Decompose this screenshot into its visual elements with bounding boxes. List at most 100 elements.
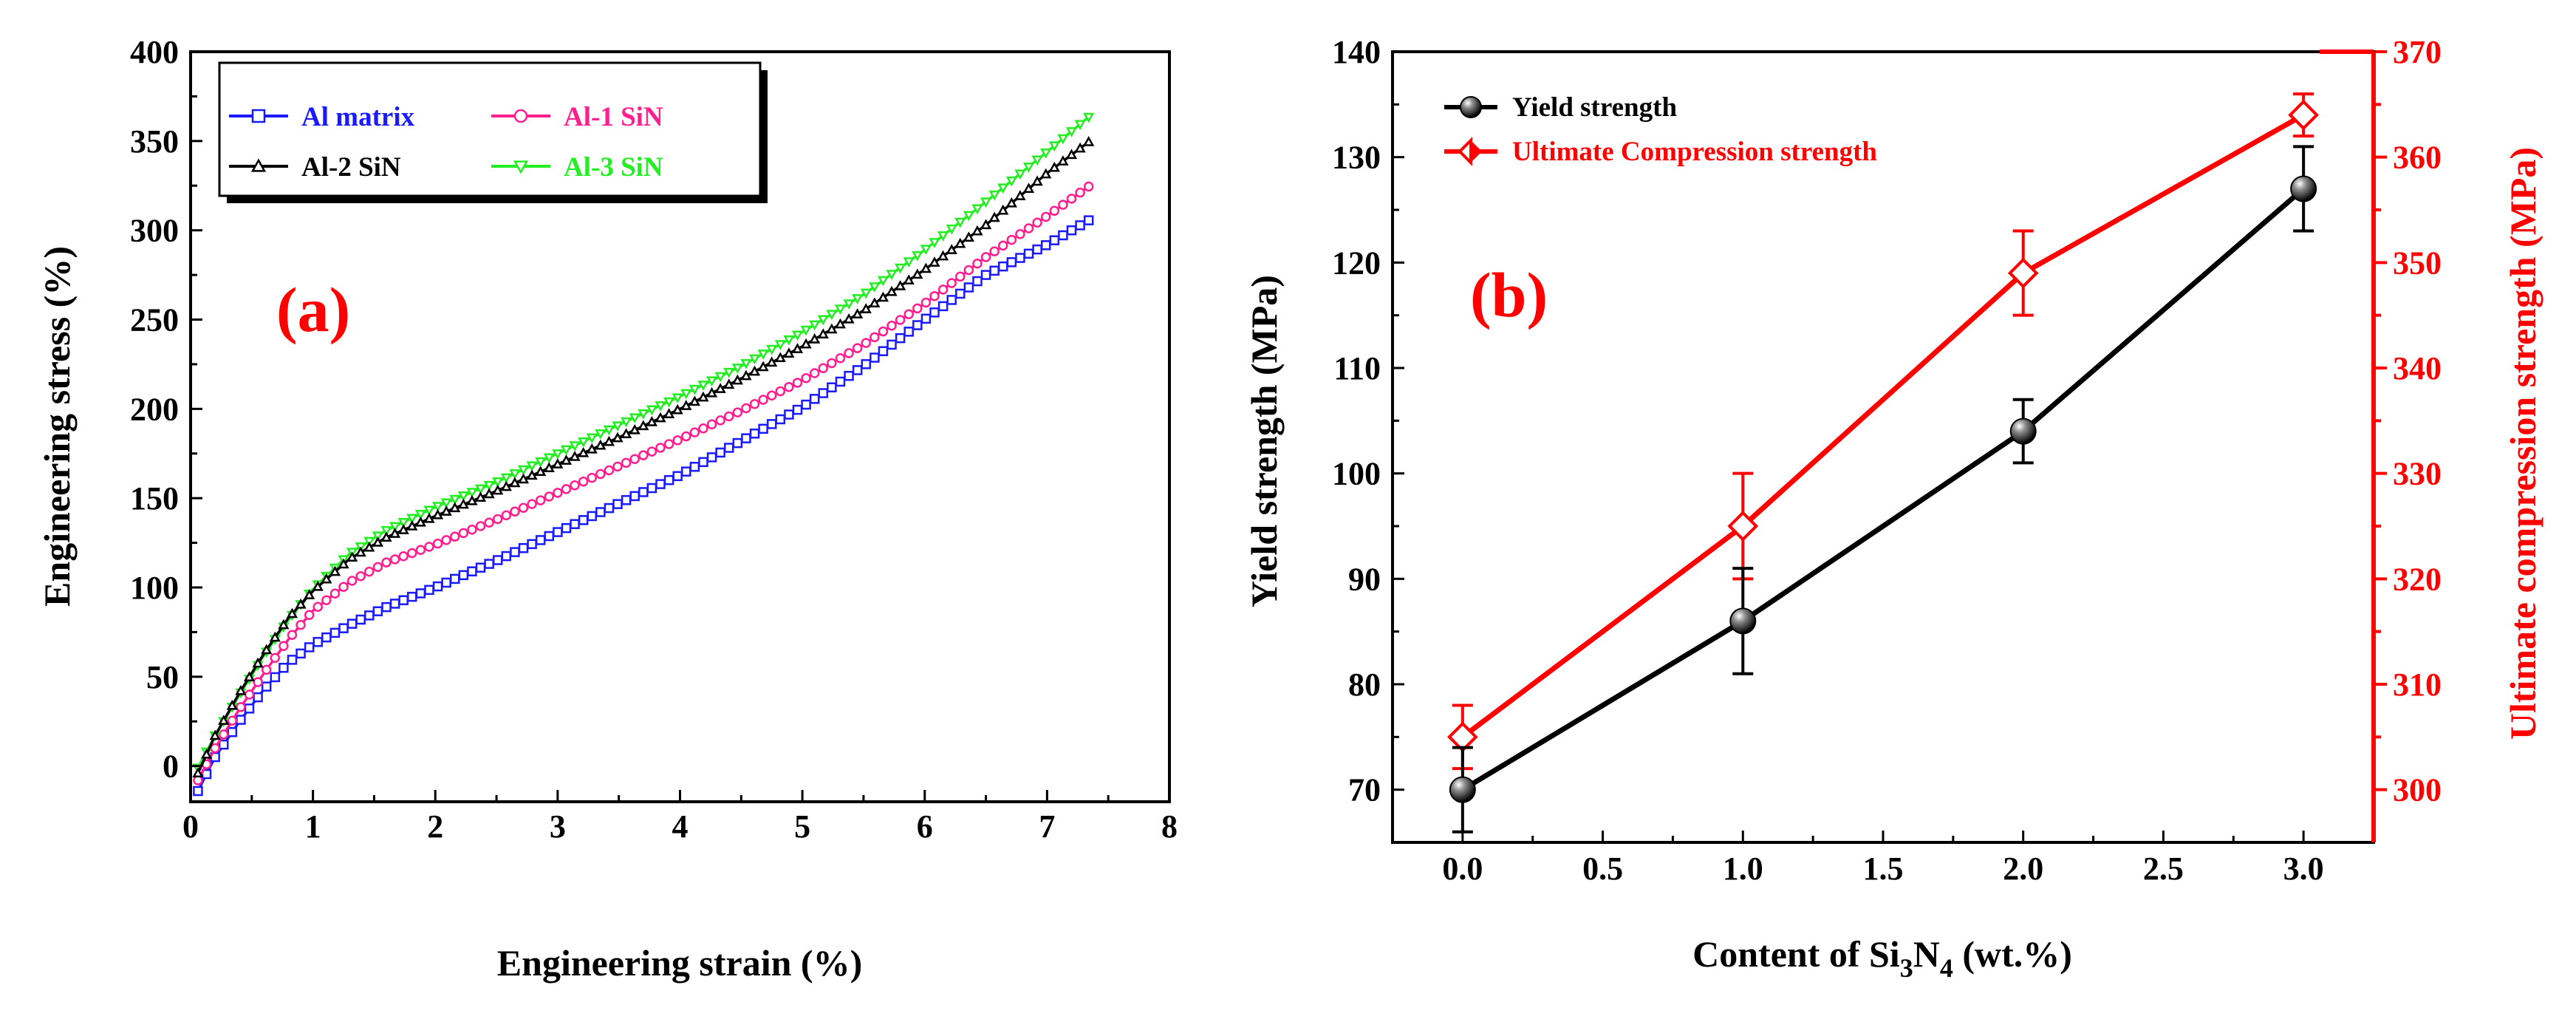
data-point-a-1 <box>980 252 991 262</box>
data-point-a-3 <box>560 445 573 456</box>
data-point-a-3 <box>578 437 590 448</box>
data-point-a-2 <box>680 400 692 410</box>
chart-a: Al matrix Al-1 SiN Al-2 SiN Al-3 SiN 0 1 2 3 4 5… <box>36 34 1178 984</box>
data-point-a-3 <box>843 299 855 310</box>
data-point-a-0 <box>775 414 786 425</box>
data-point-a-1 <box>861 338 871 348</box>
data-point-a-3 <box>389 522 401 533</box>
data-point-a-2 <box>423 512 435 523</box>
data-point-a-1 <box>1066 194 1077 204</box>
data-point-a-1 <box>818 363 829 373</box>
y2-axis-title-b: Ultimate compression strength (MPa) <box>2502 147 2543 740</box>
data-point-a-2 <box>492 484 504 495</box>
data-point-a-2 <box>269 631 281 642</box>
data-point-a-2 <box>243 671 256 681</box>
x-tick-label-a: 1 <box>305 808 321 845</box>
data-point-a-3 <box>920 245 932 256</box>
data-point-a-3 <box>954 217 966 228</box>
data-point-a-3 <box>800 325 812 336</box>
data-point-a-0 <box>1032 244 1042 255</box>
data-point-b-0 <box>2009 418 2037 445</box>
y-tick-label-a: 50 <box>146 659 179 695</box>
data-point-a-3 <box>1065 127 1078 137</box>
data-point-a-1 <box>527 499 537 509</box>
data-point-a-2 <box>740 369 752 381</box>
data-point-a-0 <box>621 495 632 505</box>
data-point-a-3 <box>723 367 735 378</box>
data-point-a-0 <box>415 588 426 599</box>
data-point-a-0 <box>450 573 460 585</box>
data-point-a-2 <box>963 231 975 242</box>
panel-label-a: (a) <box>276 274 350 345</box>
data-point-a-3 <box>809 320 821 331</box>
data-point-a-3 <box>466 488 478 499</box>
data-point-a-3 <box>646 405 658 416</box>
data-point-a-1 <box>484 517 494 528</box>
data-point-a-0 <box>818 388 829 398</box>
data-point-a-1 <box>1049 205 1060 217</box>
data-point-a-1 <box>638 450 649 460</box>
x-tick-label-a: 0 <box>182 808 199 845</box>
y2-tick-label-b: 340 <box>2393 350 2442 386</box>
data-point-a-2 <box>1040 168 1052 179</box>
data-point-a-3 <box>372 531 384 542</box>
data-point-a-1 <box>227 715 238 726</box>
data-point-a-3 <box>988 190 1000 201</box>
data-point-a-2 <box>389 528 401 538</box>
data-point-a-3 <box>971 204 983 215</box>
y-tick-label-a: 200 <box>130 391 179 427</box>
x-tick-label-b: 2.0 <box>2003 851 2043 887</box>
data-point-a-2 <box>869 297 881 308</box>
data-point-a-0 <box>578 515 589 525</box>
data-point-a-1 <box>236 702 246 712</box>
data-point-a-2 <box>663 408 675 418</box>
data-point-a-1 <box>775 386 786 397</box>
x-tick-label-b: 2.5 <box>2143 851 2184 887</box>
data-point-a-2 <box>731 374 743 385</box>
data-point-a-1 <box>989 246 1000 256</box>
data-point-a-1 <box>544 491 555 502</box>
data-point-a-0 <box>561 522 572 534</box>
data-point-a-0 <box>895 333 906 344</box>
data-point-a-0 <box>663 474 674 485</box>
data-point-a-3 <box>1031 155 1043 166</box>
data-point-a-2 <box>192 767 204 777</box>
data-point-a-3 <box>826 310 838 321</box>
data-point-a-3 <box>1074 120 1086 131</box>
data-point-a-3 <box>740 359 752 369</box>
data-point-a-2 <box>380 531 392 542</box>
data-point-a-1 <box>689 427 700 437</box>
legend-marker-b-1 <box>1458 137 1472 166</box>
data-point-a-3 <box>612 421 623 432</box>
data-point-a-2 <box>629 423 640 434</box>
data-point-a-0 <box>604 502 615 514</box>
data-point-a-1 <box>210 743 220 754</box>
data-point-a-2 <box>1065 149 1078 160</box>
data-point-a-0 <box>535 535 546 545</box>
data-point-a-0 <box>261 681 272 692</box>
data-point-a-3 <box>774 340 786 351</box>
data-point-a-0 <box>766 419 777 429</box>
data-point-a-1 <box>458 528 469 539</box>
data-point-a-2 <box>226 699 238 710</box>
data-point-a-3 <box>500 473 512 484</box>
y-tick-label-a: 150 <box>130 480 179 517</box>
data-point-a-2 <box>937 250 949 261</box>
data-point-a-1 <box>389 554 400 565</box>
data-point-a-1 <box>1075 187 1085 198</box>
data-point-a-2 <box>474 491 487 502</box>
data-point-a-1 <box>398 551 409 562</box>
data-point-a-2 <box>1005 197 1017 208</box>
data-point-a-3 <box>526 461 538 472</box>
data-point-a-1 <box>372 562 383 573</box>
data-point-a-2 <box>312 580 324 591</box>
data-point-a-0 <box>903 327 914 337</box>
data-point-a-1 <box>295 620 306 630</box>
data-point-a-1 <box>663 439 674 449</box>
data-point-a-0 <box>972 276 983 287</box>
data-point-a-1 <box>1040 211 1051 222</box>
data-point-a-1 <box>912 303 923 314</box>
data-point-a-1 <box>998 240 1008 251</box>
data-point-a-1 <box>441 535 451 545</box>
data-point-b-0 <box>2290 175 2317 202</box>
